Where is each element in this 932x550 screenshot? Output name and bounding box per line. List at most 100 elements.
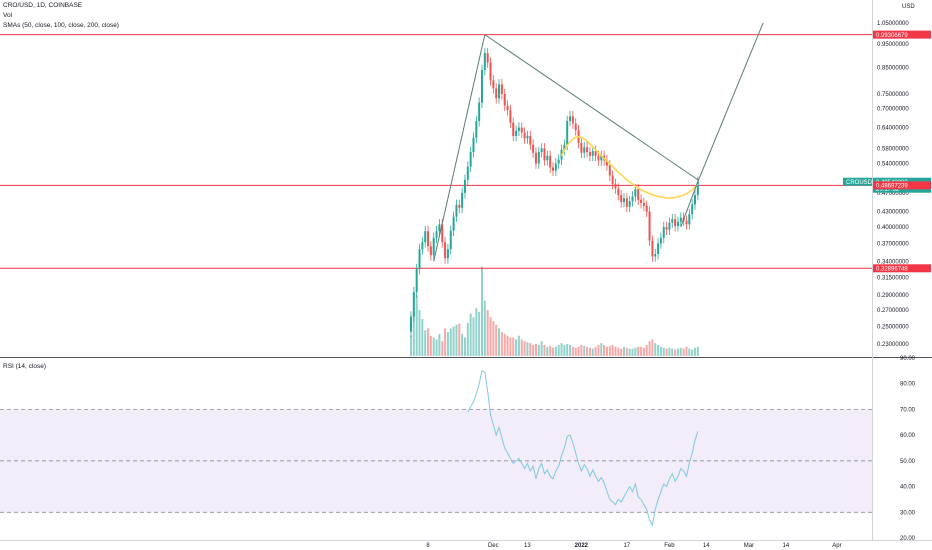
interval-label[interactable]: 1D bbox=[36, 2, 45, 9]
projection-line bbox=[697, 22, 764, 182]
candle-body bbox=[481, 70, 483, 103]
rsi-tick-label: 60.00 bbox=[900, 433, 916, 439]
volume-bar bbox=[654, 343, 657, 356]
volume-bar bbox=[631, 348, 634, 356]
volume-bar bbox=[537, 344, 540, 356]
candle-body bbox=[640, 199, 643, 203]
volume-bar bbox=[571, 346, 574, 356]
volume-bar bbox=[662, 347, 665, 356]
candle-body bbox=[455, 204, 458, 217]
candle-body bbox=[634, 189, 637, 197]
volume-bar bbox=[569, 344, 572, 356]
candle-body bbox=[492, 80, 495, 89]
candle-body bbox=[591, 150, 594, 156]
price-axis[interactable]: USD 1.05000000 0.95000000 0.85000000 0.75000… bbox=[877, 4, 916, 542]
sma-50-line bbox=[560, 135, 699, 199]
time-axis[interactable]: 8 Dec 13 2022 17 Feb 14 Mar 14 Apr bbox=[426, 543, 841, 549]
candle-body bbox=[517, 127, 520, 131]
candle-body bbox=[688, 214, 691, 225]
mid-level-price-badge: 0.48697239 bbox=[876, 184, 908, 190]
volume-bar bbox=[640, 346, 643, 356]
time-tick-label: Apr bbox=[832, 543, 841, 549]
volume-bar bbox=[526, 342, 529, 356]
volume-bar bbox=[659, 346, 662, 356]
price-tick-label: 0.25000000 bbox=[877, 324, 909, 330]
volume-bar bbox=[478, 311, 481, 356]
volume-bar bbox=[492, 321, 495, 356]
candle-body bbox=[452, 216, 455, 231]
symbol-tag: CROUSD bbox=[846, 180, 873, 186]
candle-body bbox=[679, 217, 682, 222]
volume-bar bbox=[489, 317, 492, 356]
candle-body bbox=[463, 179, 466, 193]
symbol-legend[interactable]: CRO/USD, 1D, COINBASE bbox=[3, 2, 82, 9]
price-tick-label: 0.31500000 bbox=[877, 275, 909, 281]
volume-legend[interactable]: Vol bbox=[3, 12, 13, 19]
candle-body bbox=[483, 53, 486, 71]
candle-body bbox=[509, 110, 512, 123]
candle-body bbox=[668, 222, 671, 230]
volume-bar bbox=[449, 328, 452, 356]
candle-body bbox=[623, 198, 625, 203]
candle-body bbox=[694, 195, 696, 205]
rsi-line bbox=[467, 370, 699, 527]
candle-body bbox=[424, 231, 427, 243]
volume-bar bbox=[427, 328, 430, 356]
candle-body bbox=[648, 211, 651, 241]
volume-bar bbox=[463, 337, 466, 356]
candle-body bbox=[611, 175, 614, 185]
volume-bar bbox=[495, 324, 498, 356]
volume-bar bbox=[552, 347, 554, 356]
legend-separator: , bbox=[44, 2, 49, 9]
volume-bar bbox=[554, 346, 557, 356]
support-price-badge: 0.32896748 bbox=[876, 267, 908, 273]
sma-legend[interactable]: SMAs (50, close, 100, close, 200, close) bbox=[3, 22, 119, 29]
candle-body bbox=[620, 195, 623, 203]
volume-bar bbox=[611, 344, 614, 356]
volume-bar bbox=[583, 345, 586, 356]
candle-body bbox=[412, 292, 415, 317]
volume-bar bbox=[466, 322, 469, 356]
rsi-tick-label: 50.00 bbox=[900, 459, 916, 465]
rsi-layer bbox=[467, 370, 699, 527]
candle-body bbox=[546, 155, 549, 161]
price-tick-label: 0.85000000 bbox=[877, 66, 909, 72]
candles-layer[interactable] bbox=[410, 47, 699, 338]
volume-bar bbox=[435, 339, 438, 356]
volume-bar bbox=[424, 330, 427, 356]
volume-layer bbox=[410, 266, 699, 356]
price-tick-label: 0.34000000 bbox=[877, 259, 909, 265]
volume-bar bbox=[620, 348, 623, 356]
symbol-name[interactable]: CRO/USD bbox=[3, 2, 33, 9]
time-tick-label: 8 bbox=[426, 543, 430, 549]
volume-bar bbox=[509, 337, 512, 356]
volume-bar bbox=[577, 346, 580, 356]
resistance-price-badge: 0.99306679 bbox=[876, 33, 908, 39]
candle-body bbox=[657, 243, 660, 254]
volume-bar bbox=[486, 310, 489, 356]
candle-body bbox=[628, 201, 631, 207]
volume-bar bbox=[605, 346, 608, 356]
price-tick-label: 0.95000000 bbox=[877, 42, 909, 48]
volume-bar bbox=[591, 348, 594, 356]
volume-bar bbox=[637, 346, 640, 356]
exchange-label: COINBASE bbox=[48, 2, 83, 9]
candle-body bbox=[696, 181, 699, 196]
volume-bar bbox=[657, 344, 660, 356]
time-tick-label: 14 bbox=[703, 543, 710, 549]
candle-body bbox=[537, 152, 540, 164]
candle-body bbox=[466, 166, 469, 180]
price-tick-label: 0.23000000 bbox=[877, 342, 909, 348]
volume-bar bbox=[520, 339, 523, 356]
volume-bar bbox=[458, 323, 461, 356]
candle-body bbox=[506, 105, 509, 111]
volume-bar bbox=[549, 345, 552, 356]
volume-bar bbox=[500, 332, 503, 356]
volume-bar bbox=[529, 343, 532, 356]
candle-body bbox=[583, 147, 586, 153]
price-tick-label: 0.64000000 bbox=[877, 126, 909, 132]
volume-bar bbox=[634, 347, 637, 356]
rsi-legend[interactable]: RSI (14, close) bbox=[3, 363, 46, 370]
volume-bar bbox=[645, 344, 648, 356]
